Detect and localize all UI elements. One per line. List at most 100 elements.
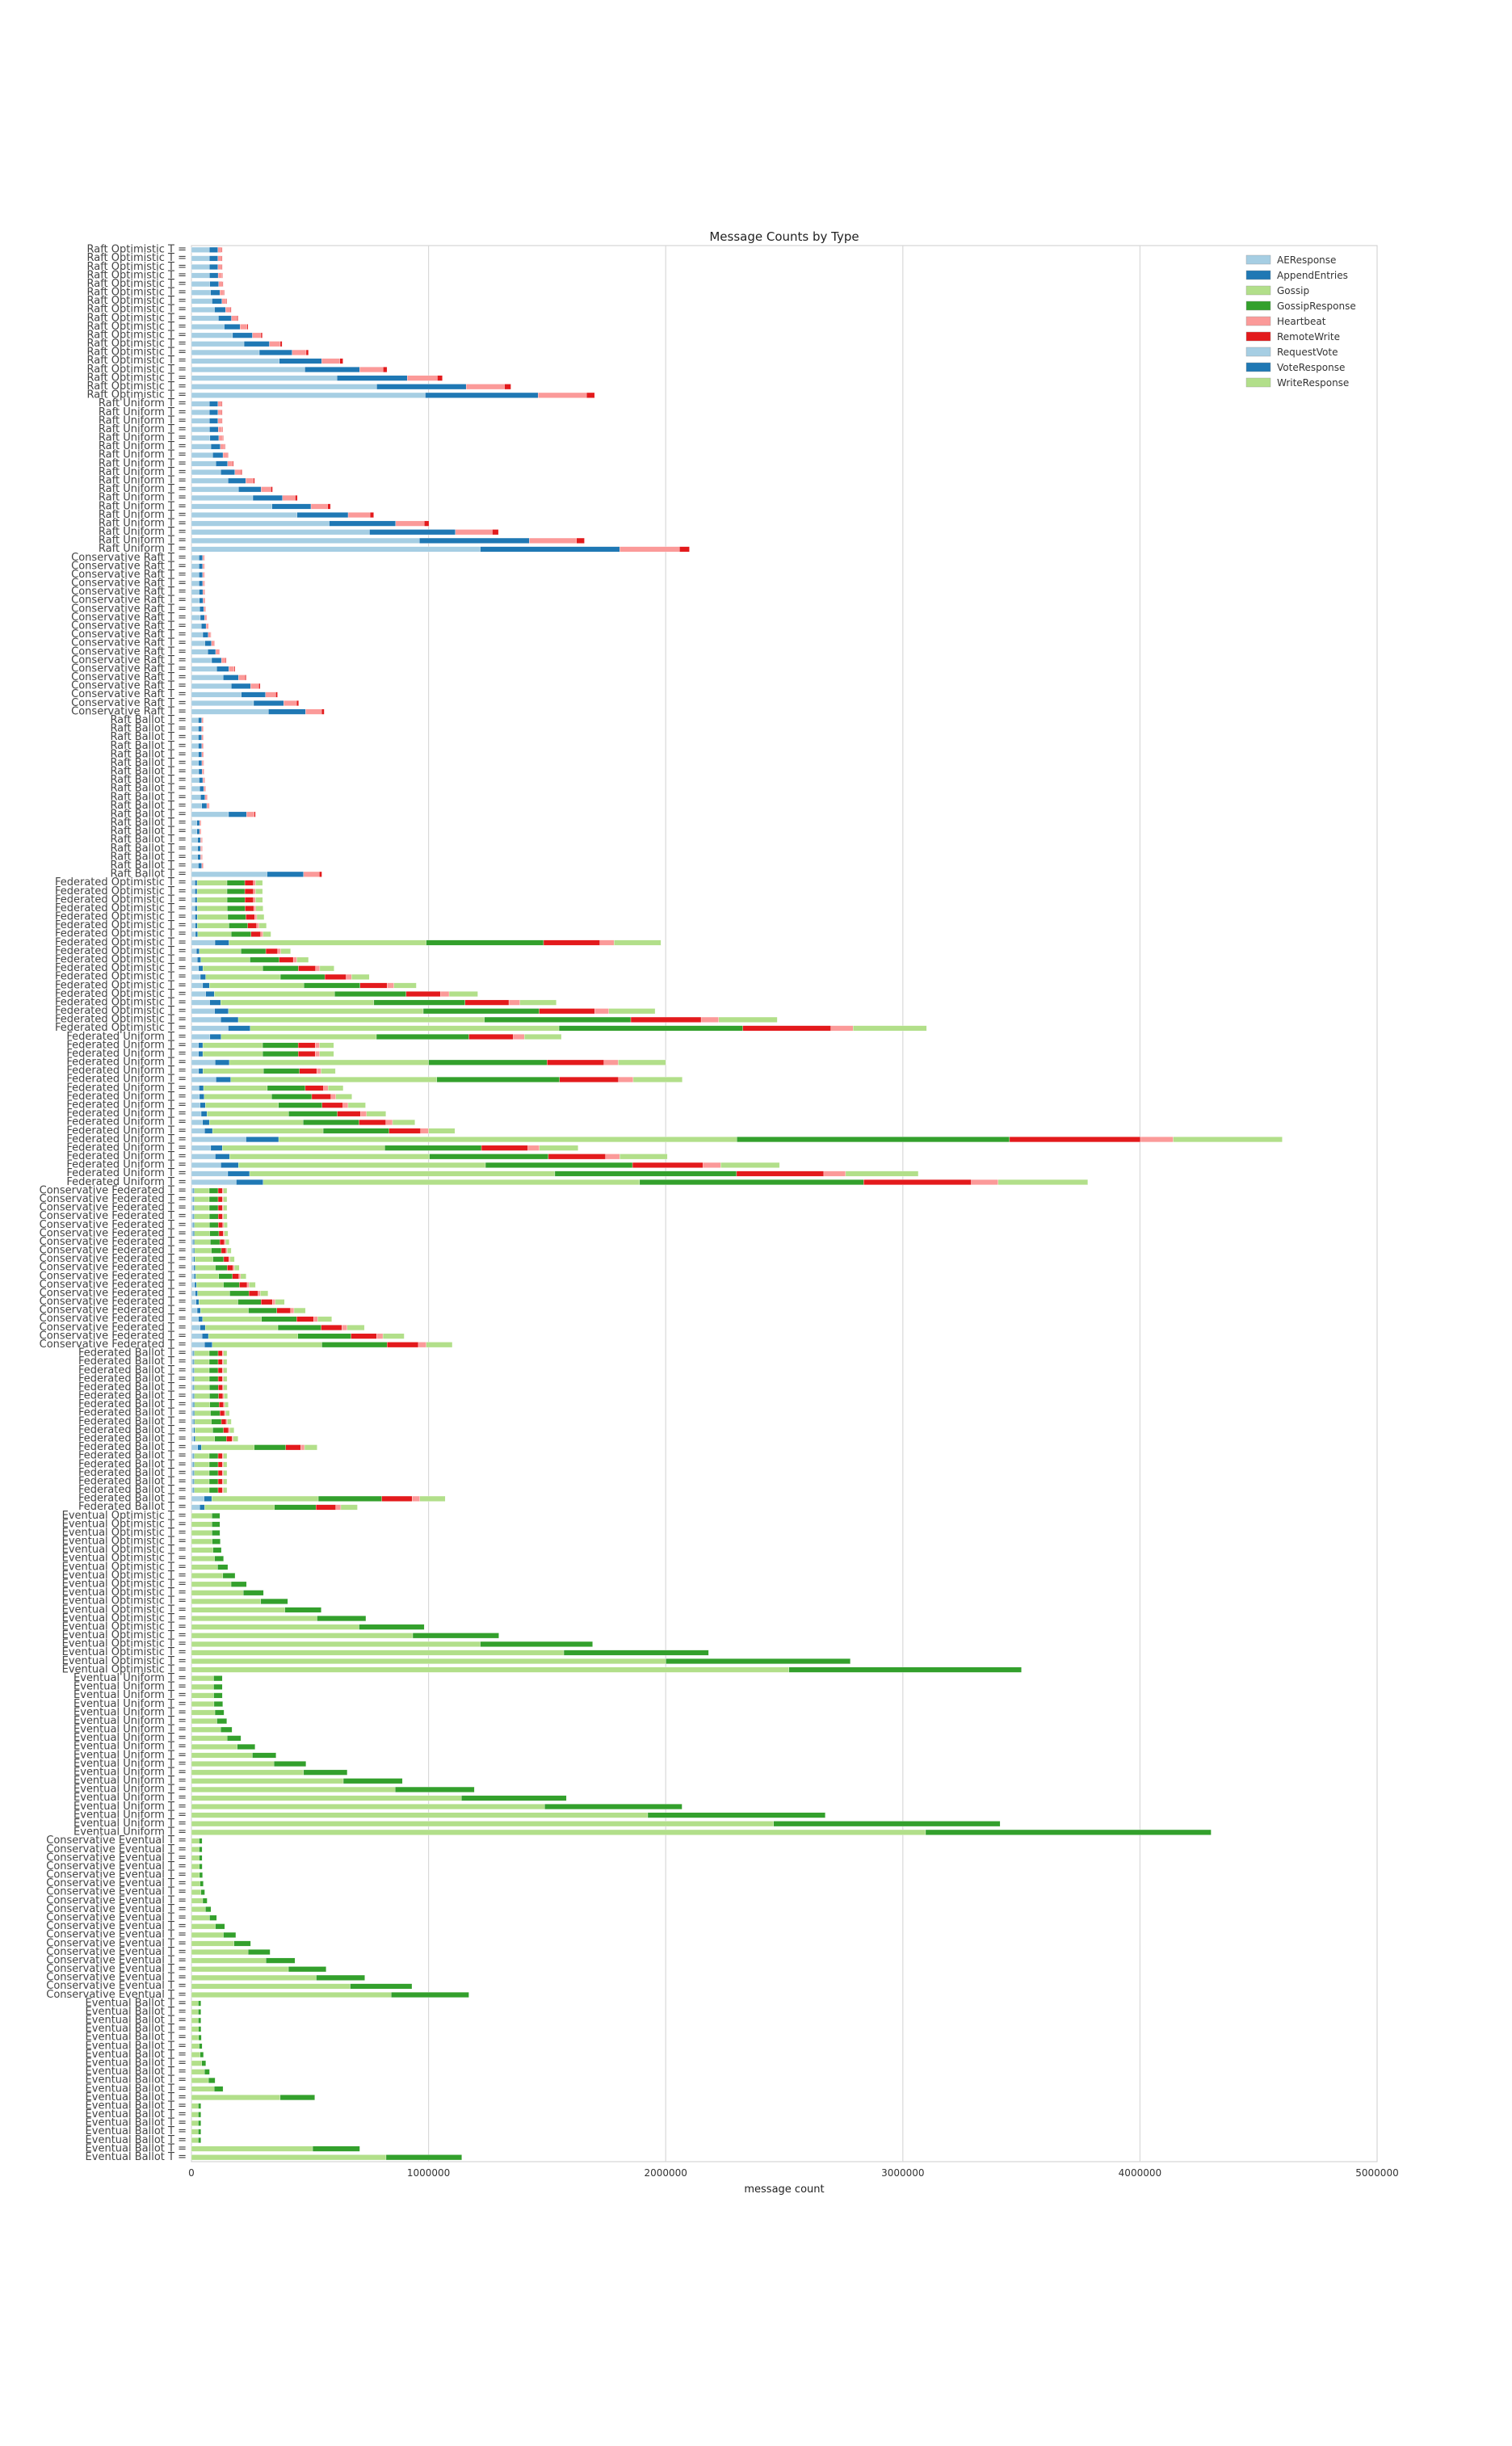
- bar-gossipresponse: [384, 1145, 482, 1151]
- bar-appendentries: [252, 494, 283, 501]
- bar-writeresponse: [340, 1504, 358, 1511]
- y-tick-label: Eventual Optimistic T =: [62, 1553, 187, 1565]
- y-tick-label: Eventual Ballot T =: [86, 2082, 187, 2095]
- bar-aeresponse: [191, 640, 205, 646]
- y-tick-label: Conservative Eventual T =: [46, 1860, 187, 1872]
- bar-gossip: [191, 1701, 215, 1707]
- bar-gossip: [191, 2009, 199, 2015]
- bar-gossip: [191, 1538, 212, 1545]
- bar-heartbeat: [202, 555, 204, 561]
- bar-heartbeat: [222, 1196, 224, 1203]
- y-tick-label: Federated Ballot T =: [78, 1347, 187, 1360]
- bar-gossip: [191, 1906, 206, 1913]
- bar-gossip: [191, 2060, 203, 2066]
- y-tick-label: Conservative Raft T =: [71, 680, 187, 692]
- bar-appendentries: [258, 349, 292, 355]
- bar-gossipresponse: [208, 1452, 219, 1459]
- bar-gossipresponse: [208, 1487, 219, 1494]
- y-tick-label: Raft Optimistic T =: [87, 347, 187, 359]
- bar-aeresponse: [191, 494, 254, 501]
- bar-gossip: [191, 1683, 214, 1690]
- bar-remotewrite: [1009, 1137, 1141, 1143]
- y-tick-label: Eventual Optimistic T =: [62, 1518, 187, 1530]
- bar-appendentries: [228, 811, 247, 817]
- x-axis-label: message count: [744, 2183, 824, 2196]
- bar-remotewrite: [221, 410, 223, 415]
- bar-remotewrite: [217, 1368, 223, 1373]
- bar-gossipresponse: [200, 1881, 204, 1887]
- bar-gossipresponse: [217, 1564, 229, 1570]
- y-tick-label: Eventual Uniform T =: [74, 1681, 187, 1693]
- y-tick-label: Eventual Uniform T =: [74, 1689, 187, 1701]
- bar-remotewrite: [271, 486, 273, 493]
- bar-gossipresponse: [303, 1119, 359, 1125]
- bar-remotewrite: [424, 520, 430, 527]
- bar-gossipresponse: [260, 1598, 288, 1604]
- bar-appendentries: [198, 1051, 204, 1057]
- bar-heartbeat: [201, 743, 204, 749]
- bar-heartbeat: [538, 392, 587, 398]
- bar-remotewrite: [204, 777, 205, 784]
- y-tick-label: Raft Ballot T =: [110, 808, 187, 820]
- bar-aeresponse: [191, 1137, 246, 1143]
- bar-gossip: [228, 1008, 424, 1015]
- y-tick-label: Eventual Uniform T =: [74, 1741, 187, 1753]
- bar-gossipresponse: [208, 1376, 219, 1382]
- y-tick-label: Federated Uniform T =: [66, 1048, 187, 1060]
- y-tick-label: Raft Optimistic T =: [87, 321, 187, 333]
- y-tick-label: Federated Ballot T =: [78, 1501, 187, 1513]
- bar-writeresponse: [223, 1470, 228, 1476]
- bar-heartbeat: [211, 640, 215, 646]
- bar-appendentries: [209, 418, 219, 424]
- bar-remotewrite: [548, 1154, 606, 1160]
- bar-aeresponse: [191, 820, 197, 826]
- bar-gossipresponse: [212, 1530, 220, 1536]
- y-tick-label: Raft Optimistic T =: [87, 312, 187, 324]
- bar-heartbeat: [227, 460, 233, 467]
- bar-heartbeat: [420, 1128, 429, 1134]
- y-tick-label: Eventual Uniform T =: [74, 1724, 187, 1736]
- bar-writeresponse: [321, 1068, 336, 1074]
- bar-gossip: [195, 1264, 216, 1271]
- bar-remotewrite: [742, 1025, 831, 1032]
- bar-heartbeat: [202, 589, 205, 595]
- bar-writeresponse: [304, 1444, 317, 1451]
- bar-gossip: [202, 1042, 263, 1049]
- legend-label: VoteResponse: [1277, 362, 1345, 373]
- bar-aeresponse: [191, 1299, 196, 1305]
- bar-heartbeat: [218, 435, 223, 441]
- bar-aeresponse: [191, 897, 195, 903]
- bar-heartbeat: [229, 666, 235, 672]
- y-tick-label: Conservative Raft T =: [71, 578, 187, 590]
- bar-heartbeat: [231, 315, 237, 322]
- bar-heartbeat: [303, 871, 320, 877]
- bar-gossipresponse: [485, 1162, 633, 1168]
- bar-appendentries: [214, 1008, 229, 1015]
- bar-aeresponse: [191, 691, 242, 698]
- bar-appendentries: [202, 1333, 209, 1339]
- y-tick-label: Raft Uniform T =: [99, 543, 187, 555]
- bar-appendentries: [215, 1154, 230, 1160]
- y-tick-label: Federated Ballot T =: [78, 1467, 187, 1479]
- bar-gossipresponse: [198, 2035, 202, 2040]
- bar-gossip: [191, 1616, 317, 1622]
- bar-gossipresponse: [199, 1847, 203, 1852]
- legend-label: AEResponse: [1277, 254, 1336, 266]
- bar-remotewrite: [321, 1102, 343, 1108]
- y-tick-label: Conservative Eventual T =: [46, 1972, 187, 1984]
- y-tick-label: Eventual Ballot T =: [86, 2023, 187, 2035]
- x-tick-label: 3000000: [881, 2167, 924, 2179]
- bar-remotewrite: [250, 931, 261, 937]
- bar-remotewrite: [200, 828, 202, 834]
- bar-heartbeat: [387, 982, 394, 989]
- y-tick-label: Federated Uniform T =: [66, 1082, 187, 1094]
- bar-gossipresponse: [213, 1692, 223, 1699]
- bar-heartbeat: [217, 255, 222, 262]
- y-tick-label: Conservative Eventual T =: [46, 1877, 187, 1889]
- bar-appendentries: [268, 708, 306, 715]
- bar-remotewrite: [213, 640, 215, 646]
- bar-heartbeat: [238, 675, 246, 681]
- bar-aeresponse: [191, 1025, 229, 1032]
- bar-writeresponse: [280, 948, 291, 955]
- bar-gossipresponse: [199, 1864, 203, 1870]
